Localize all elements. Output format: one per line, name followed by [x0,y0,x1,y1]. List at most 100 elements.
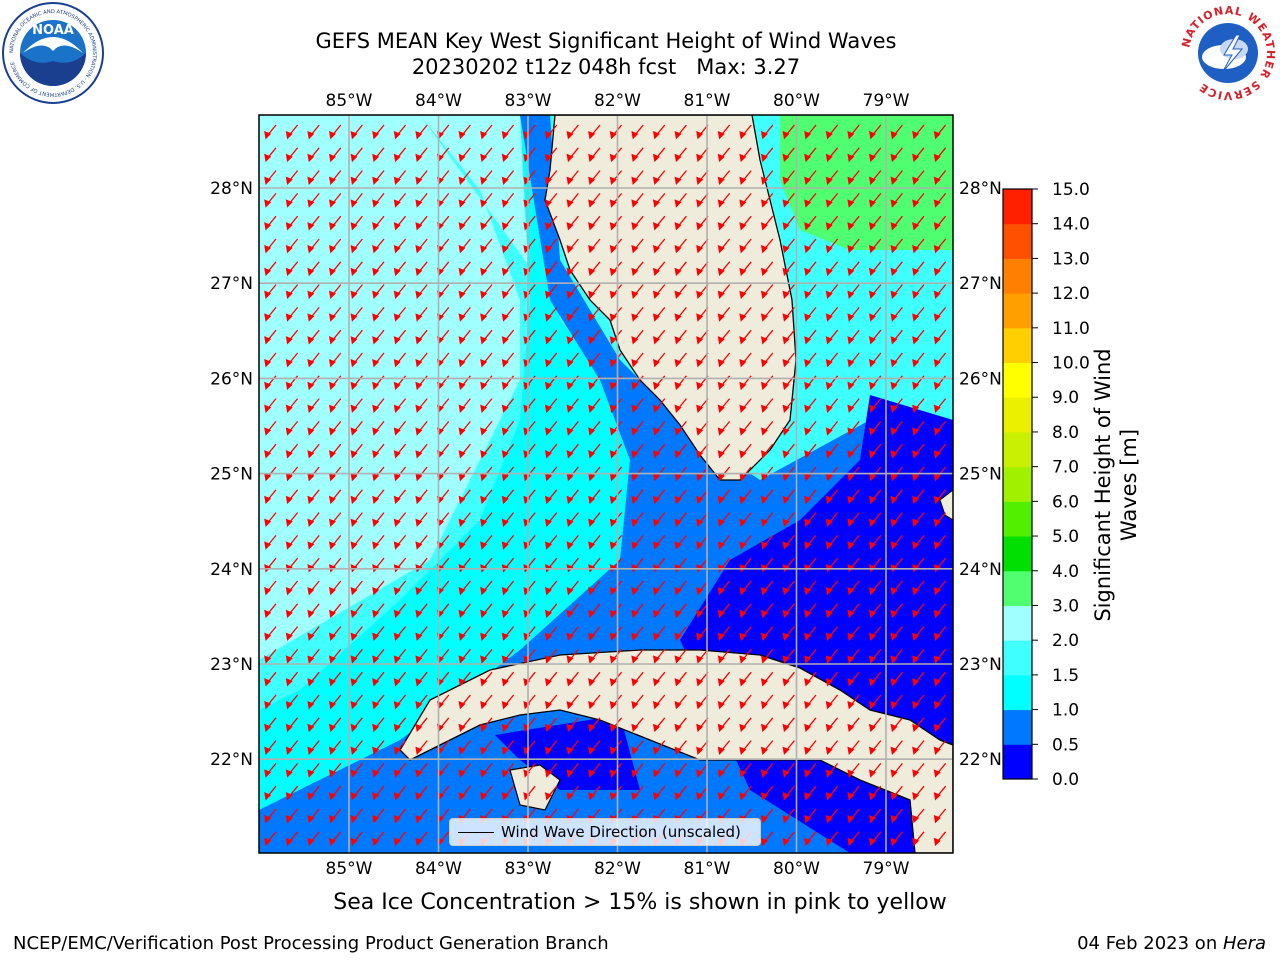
wave-arrow-head [933,176,941,185]
wave-arrow-head [264,837,272,847]
wave-arrow-head [631,313,639,322]
wave-arrow-head [415,381,423,391]
wave-arrow-head [350,244,358,254]
wave-arrow-head [609,130,617,140]
wave-arrow-head [328,427,336,436]
wave-arrow [328,352,342,368]
wave-arrow [566,398,579,413]
wave-arrow [328,717,342,733]
wave-arrow-head [393,632,401,641]
wave-arrow-head [501,700,509,710]
wave-arrow-head [458,381,466,391]
wave-arrow [890,352,903,368]
lon-label-top: 84°W [415,91,462,111]
wave-arrow-head [588,358,596,368]
wave-arrow-head [674,769,682,778]
wave-arrow-head [415,792,423,801]
wave-arrow-head [717,222,725,231]
wave-arrow-head [739,336,747,345]
wave-arrow-head [804,495,812,505]
wave-arrow-head [674,632,682,641]
wave-arrow-head [307,427,315,436]
wave-arrow-head [307,267,315,277]
wave-arrow-head [372,472,380,482]
wave-arrow [912,785,925,801]
wave-arrow [739,694,752,710]
wave-arrow [890,192,903,208]
wave-arrow [566,534,579,550]
wave-arrow [264,489,277,505]
wave-arrow [825,831,839,847]
wave-arrow [566,124,579,140]
wave-arrow-head [350,199,358,208]
wave-arrow [890,147,903,163]
wave-arrow-head [717,336,725,345]
wave-arrow [782,261,795,277]
wave-arrow-head [890,427,898,436]
lat-label-right: 23°N [959,655,1002,675]
wave-arrow [480,398,493,413]
wave-arrow-head [328,176,336,185]
wave-arrow [372,284,385,299]
wave-arrow [760,352,774,368]
wave-arrow-head [696,381,704,391]
wave-arrow-head [588,678,596,687]
wave-arrow [544,215,558,231]
wave-arrow [760,306,774,322]
wave-arrow-head [264,541,272,550]
wave-arrow-head [393,518,401,527]
wave-arrow-head [933,837,941,847]
wave-arrow [588,603,601,619]
wave-arrow [393,717,407,733]
wave-arrow-head [696,746,704,755]
wave-arrow [480,466,493,482]
wave-arrow-head [890,404,898,413]
wave-arrow-head [739,176,747,185]
wave-arrow-head [760,427,768,436]
wave-arrow-head [760,358,768,368]
wave-arrow [652,398,666,413]
wave-arrow [393,398,407,413]
wave-arrow [501,489,515,505]
wave-arrow [458,466,471,482]
wave-arrow-head [480,199,488,208]
wave-arrow [588,284,601,299]
wave-arrow [264,420,277,436]
wave-arrow-head [804,792,812,801]
wave-arrow-head [825,518,833,527]
wave-arrow-head [609,678,617,687]
wave-arrow-head [631,290,639,299]
wave-arrow [372,534,385,550]
wave-arrow-head [501,792,509,801]
wave-arrow [328,831,342,847]
wave-arrow-head [480,723,488,733]
wave-arrow-head [933,472,941,482]
wave-arrow [350,785,363,801]
wave-arrow-head [393,814,401,824]
wave-arrow-head [674,541,682,550]
wave-arrow [782,603,795,619]
wave-arrow-head [674,336,682,345]
wave-arrow-head [372,655,380,664]
wave-arrow [566,261,579,277]
wave-arrow-head [307,700,315,710]
wave-arrow-head [696,336,704,345]
wave-arrow-head [566,244,574,254]
wave-arrow [307,238,320,254]
wave-arrow-head [825,313,833,322]
wave-arrow-head [674,381,682,391]
wave-arrow-head [415,427,423,436]
wave-arrow-head [782,723,790,733]
wave-arrow-head [393,267,401,277]
wave-arrow-head [458,267,466,277]
wave-arrow [782,420,795,436]
wave-arrow-head [652,153,660,163]
wave-arrow-head [782,609,790,619]
wave-arrow [264,512,277,527]
wave-arrow-head [912,769,920,778]
wave-arrow [264,626,277,641]
wave-arrow [868,534,882,550]
wave-arrow [588,443,601,459]
wave-arrow-head [804,358,812,368]
wave-arrow [782,671,795,687]
